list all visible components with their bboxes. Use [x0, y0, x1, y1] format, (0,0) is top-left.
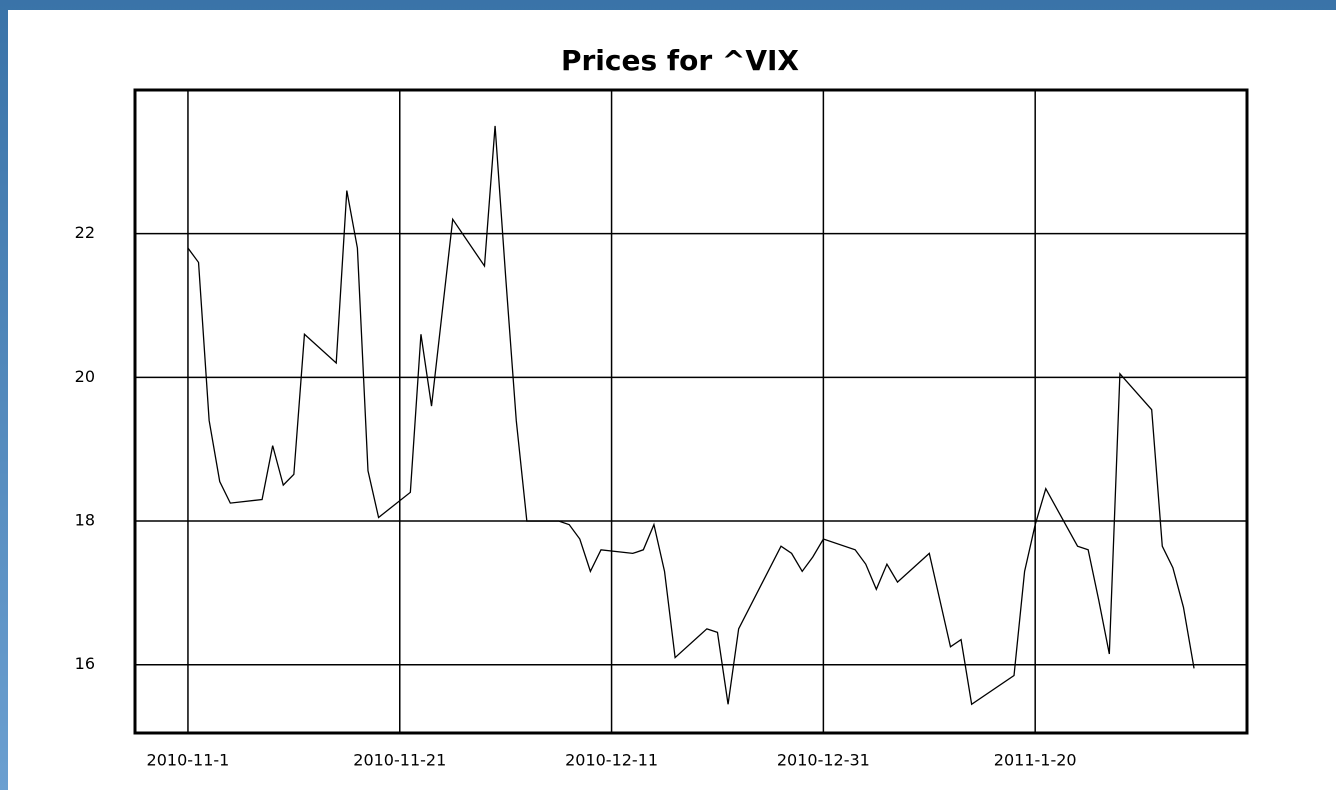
y-tick-label: 16 — [75, 654, 95, 673]
y-tick-label: 18 — [75, 511, 95, 530]
x-tick-label: 2010-11-21 — [353, 751, 446, 770]
y-tick-label: 22 — [75, 223, 95, 242]
plot-frame — [133, 88, 1249, 735]
chart-title: Prices for ^VIX — [561, 44, 799, 77]
x-tick-label: 2011-1-20 — [994, 751, 1077, 770]
x-tick-label: 2010-12-31 — [777, 751, 870, 770]
chart-panel: Prices for ^VIX 16 18 20 22 2010-11-1 2010-11… — [8, 10, 1336, 790]
x-tick-label: 2010-12-11 — [565, 751, 658, 770]
y-tick-label: 20 — [75, 367, 95, 386]
price-line — [187, 125, 1195, 706]
chart: Prices for ^VIX 16 18 20 22 2010-11-1 2010-11… — [75, 44, 1249, 770]
x-tick-label: 2010-11-1 — [147, 751, 230, 770]
